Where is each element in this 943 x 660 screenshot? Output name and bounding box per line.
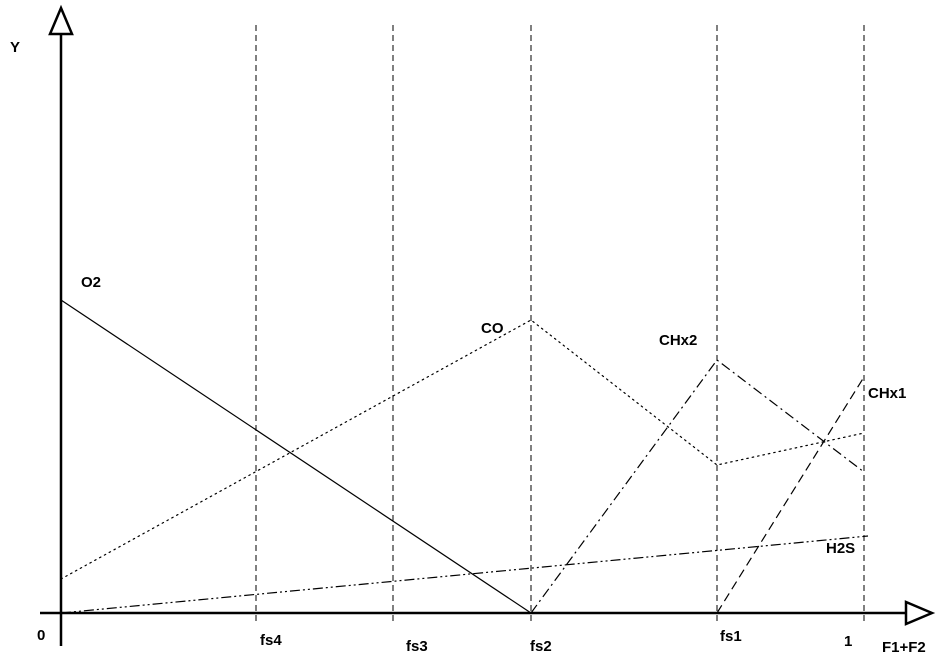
y-axis-label: Y <box>10 39 20 56</box>
marker-label-fs4: fs4 <box>260 632 282 649</box>
marker-label-fs2: fs2 <box>530 638 552 655</box>
curve-label-chx1: CHx1 <box>868 385 906 402</box>
curve-co <box>60 319 865 580</box>
curve-chx2 <box>530 359 865 614</box>
marker-labels: fs4 fs3 fs2 fs1 1 <box>260 628 852 655</box>
x-axis-label: F1+F2 <box>882 639 926 656</box>
species-curves <box>60 299 869 614</box>
y-axis-arrow-icon <box>48 4 74 36</box>
axes <box>40 4 936 646</box>
marker-label-fs3: fs3 <box>406 638 428 655</box>
curve-label-chx2: CHx2 <box>659 332 697 349</box>
marker-label-one: 1 <box>844 633 852 650</box>
marker-label-fs1: fs1 <box>720 628 742 645</box>
curve-label-o2: O2 <box>81 274 101 291</box>
curve-label-co: CO <box>481 320 504 337</box>
curve-o2 <box>60 299 532 614</box>
curve-labels: O2 CO CHx2 CHx1 H2S <box>81 274 906 557</box>
curve-chx1 <box>716 376 865 614</box>
origin-label: 0 <box>37 627 45 644</box>
reference-lines <box>255 25 865 625</box>
curve-label-h2s: H2S <box>826 540 855 557</box>
x-axis-arrow-icon <box>904 600 936 626</box>
curve-h2s <box>60 535 869 614</box>
